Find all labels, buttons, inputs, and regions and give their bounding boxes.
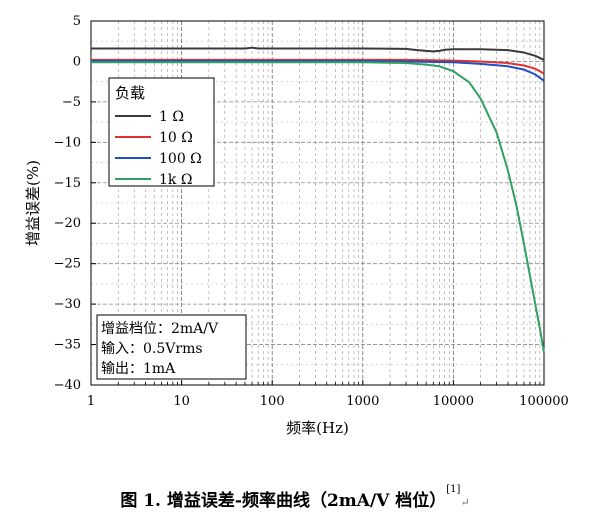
x-tick-label: 100000 [519,394,569,409]
gain-error-frequency-chart: 1 10 100 1000 10000 100000 5 0 −5 −10 −15 −20 −25 −30… [24,14,569,437]
x-tick-label: 10000 [433,394,474,409]
caption-text: 图 1. 增益误差-频率曲线（2mA/V 档位） [120,491,447,511]
y-axis-label: 增益误差(%) [24,160,42,246]
plot-frame [90,20,545,386]
annotation-frame [96,314,247,380]
legend-label-3: 1k Ω [159,172,192,188]
x-tick-label: 10 [173,394,190,409]
y-tick-label: −40 [54,378,81,393]
legend-box [108,77,215,187]
legend-label-1: 10 Ω [159,130,193,146]
legend: 负载 1 Ω 10 Ω 100 Ω 1k Ω [108,77,215,188]
y-tick-label: −5 [62,95,81,110]
x-tick-label: 1 [87,394,95,409]
series-line-0 [91,46,545,61]
series-line-3 [91,61,545,353]
legend-label-0: 1 Ω [159,109,184,125]
annotation-line-0: 增益档位：2mA/V [101,321,219,337]
return-mark: ↵ [460,496,470,509]
series-line-2 [91,60,545,82]
annotation-line-2: 输出：1mA [101,361,176,377]
y-tick-label: −20 [54,216,81,231]
legend-title: 负载 [115,84,145,102]
series-lines [91,46,545,353]
legend-label-2: 100 Ω [159,151,202,167]
x-tick-label: 1000 [346,394,379,409]
chart-area: 1 10 100 1000 10000 100000 5 0 −5 −10 −15 −20 −25 −30… [24,14,569,437]
y-tick-label: 5 [73,14,81,29]
series-line-1 [91,58,545,75]
y-tick-label: −25 [54,257,81,272]
x-axis-label: 频率(Hz) [286,419,349,437]
y-tick-label: −30 [54,297,81,312]
figure-caption: 图 1. 增益误差-频率曲线（2mA/V 档位）[1]↵ [0,484,590,511]
y-tick-label: −10 [54,135,81,150]
caption-reference: [1] [446,484,461,495]
annotation-line-1: 输入：0.5Vrms [101,341,203,357]
annotation-box: 增益档位：2mA/V 输入：0.5Vrms 输出：1mA [96,314,247,380]
y-tick-label: −35 [54,338,81,353]
y-tick-label: 0 [73,54,81,69]
x-tick-label: 100 [260,394,285,409]
y-tick-label: −15 [54,176,81,191]
